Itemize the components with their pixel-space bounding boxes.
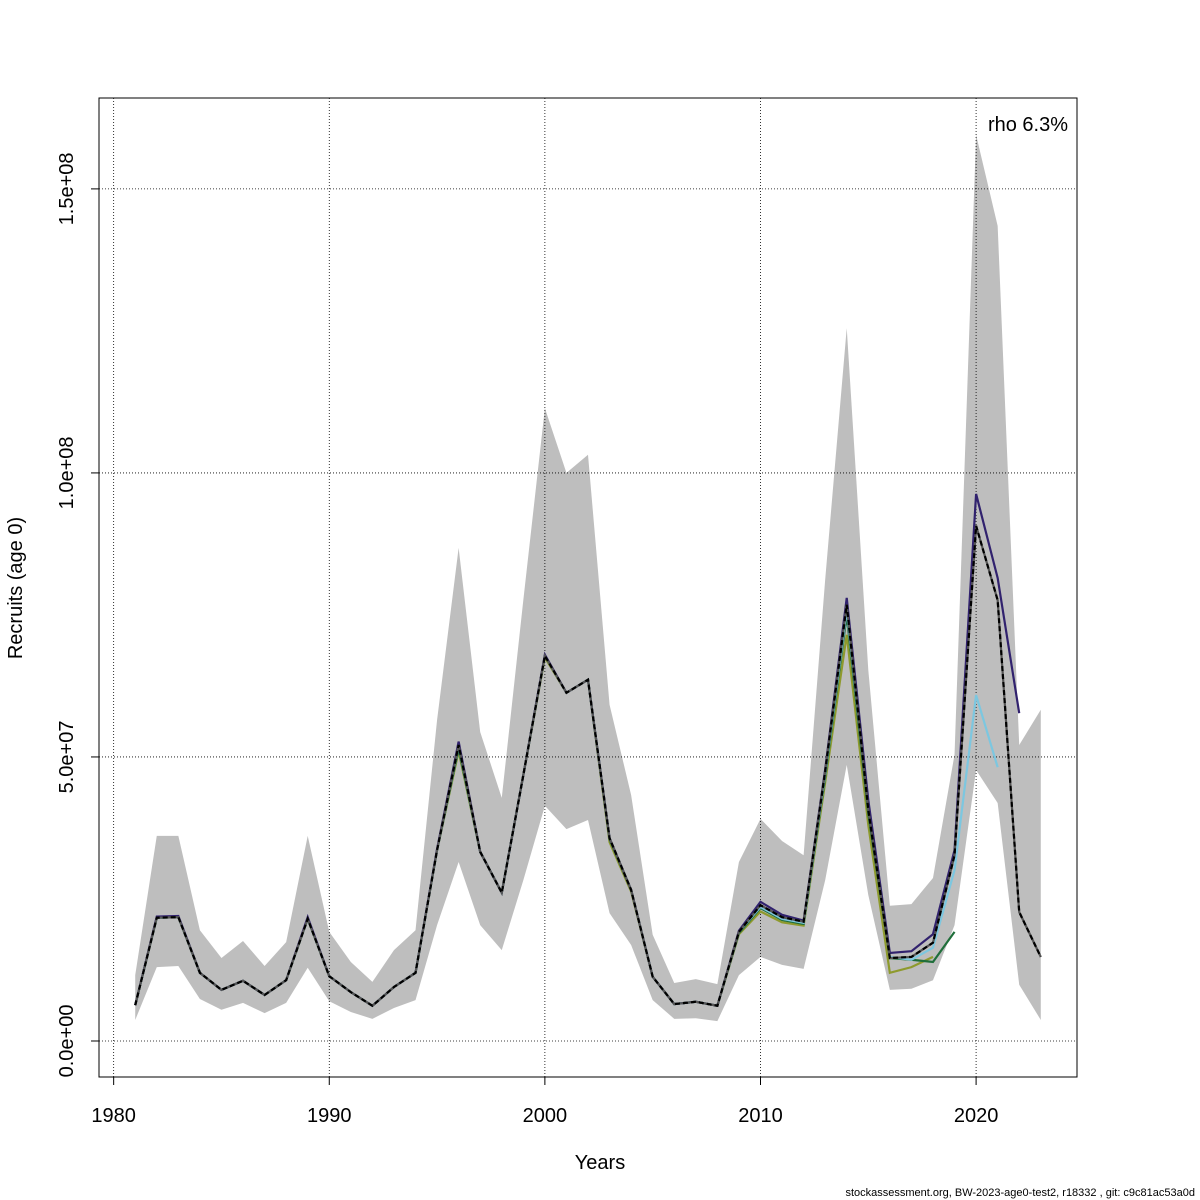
y-axis-label: Recruits (age 0) [5, 517, 27, 659]
x-tick-label: 1980 [91, 1105, 136, 1127]
x-axis-label: Years [575, 1152, 625, 1174]
annotation: rho 6.3% [988, 114, 1068, 136]
x-tick-label: 1990 [307, 1105, 352, 1127]
x-tick-label: 2010 [738, 1105, 783, 1127]
series-line [134, 525, 1042, 1008]
y-tick-label: 5.0e+07 [56, 721, 78, 794]
y-tick-label: 1.0e+08 [56, 436, 78, 509]
y-tick-label: 1.5e+08 [56, 152, 78, 225]
plot-frame [98, 97, 1078, 1078]
x-tick-label: 2020 [954, 1105, 999, 1127]
confidence-band [135, 134, 1041, 1022]
y-tick-label: 0.0e+00 [56, 1005, 78, 1078]
footer: stockassessment.org, BW-2023-age0-test2,… [845, 1187, 1195, 1199]
x-tick-label: 2000 [523, 1105, 568, 1127]
